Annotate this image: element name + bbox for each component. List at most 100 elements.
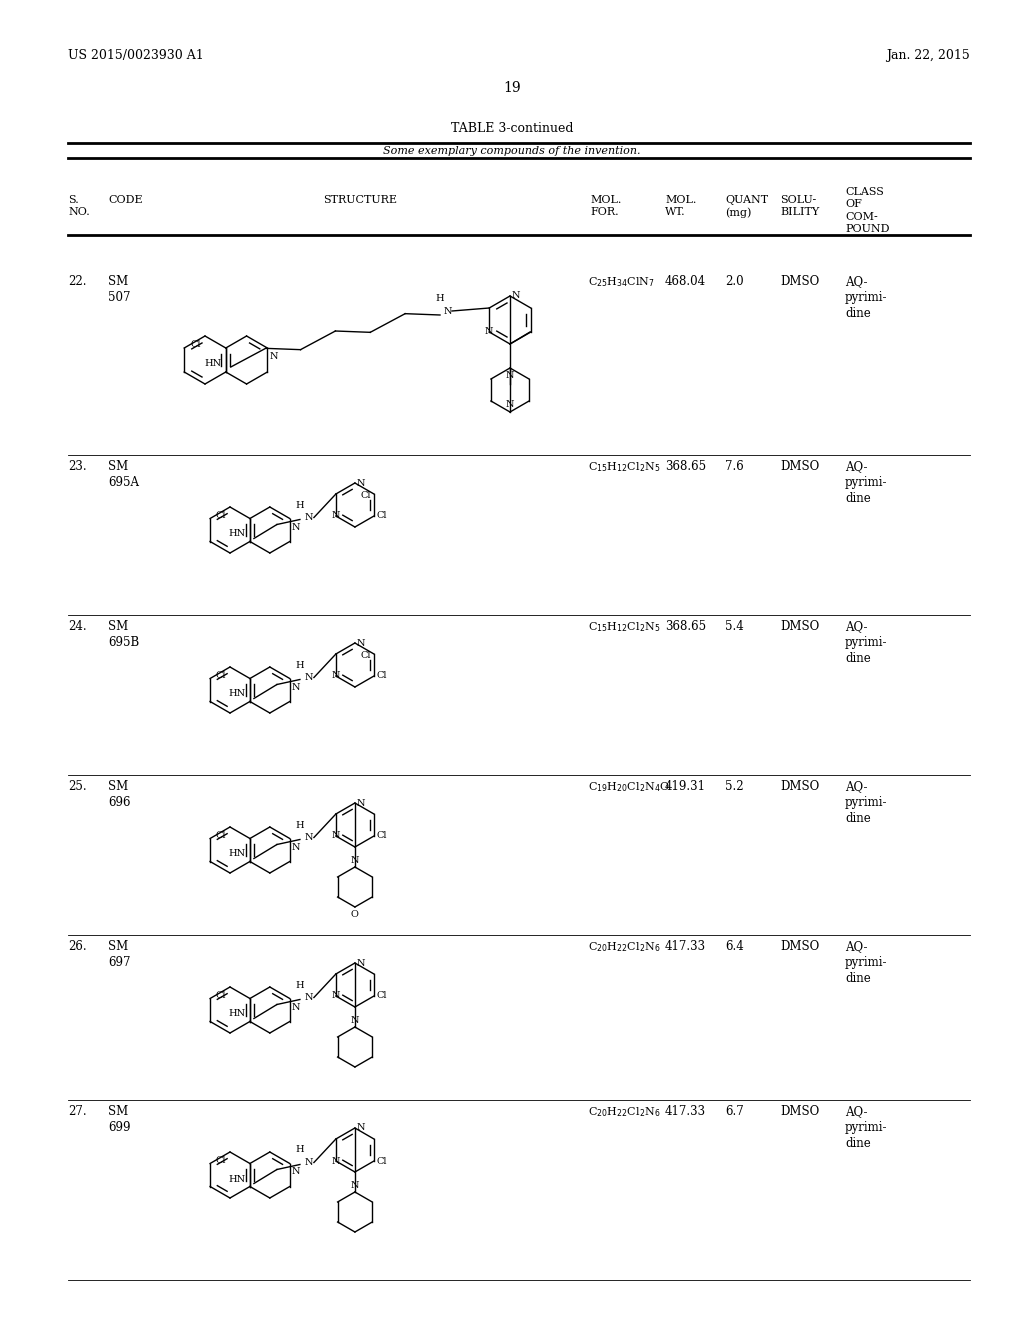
- Text: SM
699: SM 699: [108, 1105, 130, 1134]
- Text: SM
507: SM 507: [108, 275, 130, 304]
- Text: N: N: [269, 352, 278, 360]
- Text: H: H: [296, 981, 304, 990]
- Text: DMSO: DMSO: [780, 780, 819, 793]
- Text: 6.4: 6.4: [725, 940, 743, 953]
- Text: SM
696: SM 696: [108, 780, 130, 809]
- Text: N: N: [332, 991, 340, 1001]
- Text: N: N: [292, 1002, 300, 1011]
- Text: Cl: Cl: [215, 511, 226, 520]
- Text: N: N: [357, 1123, 366, 1133]
- Text: DMSO: DMSO: [780, 275, 819, 288]
- Text: C$_{20}$H$_{22}$Cl$_2$N$_6$: C$_{20}$H$_{22}$Cl$_2$N$_6$: [588, 940, 660, 954]
- Text: N: N: [305, 833, 313, 842]
- Text: Cl: Cl: [215, 671, 226, 680]
- Text: Cl: Cl: [377, 1156, 387, 1166]
- Text: N: N: [444, 306, 453, 315]
- Text: Cl: Cl: [190, 341, 201, 348]
- Text: 25.: 25.: [68, 780, 87, 793]
- Text: O: O: [351, 909, 358, 919]
- Text: N: N: [350, 855, 359, 865]
- Text: N: N: [332, 1156, 340, 1166]
- Text: MOL.
FOR.: MOL. FOR.: [590, 195, 622, 218]
- Text: Cl: Cl: [377, 511, 387, 520]
- Text: SM
695A: SM 695A: [108, 459, 139, 488]
- Text: SM
697: SM 697: [108, 940, 130, 969]
- Text: 5.2: 5.2: [725, 780, 743, 793]
- Text: N: N: [485, 327, 494, 337]
- Text: Cl: Cl: [377, 832, 387, 841]
- Text: DMSO: DMSO: [780, 940, 819, 953]
- Text: N: N: [305, 673, 313, 682]
- Text: STRUCTURE: STRUCTURE: [323, 195, 397, 205]
- Text: TABLE 3-continued: TABLE 3-continued: [451, 121, 573, 135]
- Text: N: N: [292, 1167, 300, 1176]
- Text: N: N: [350, 1181, 359, 1191]
- Text: N: N: [357, 639, 366, 648]
- Text: CLASS
OF
COM-
POUND: CLASS OF COM- POUND: [845, 187, 890, 234]
- Text: HN: HN: [228, 689, 246, 698]
- Text: N: N: [357, 479, 366, 487]
- Text: 417.33: 417.33: [665, 940, 707, 953]
- Text: Cl: Cl: [377, 672, 387, 681]
- Text: N: N: [512, 292, 520, 301]
- Text: DMSO: DMSO: [780, 1105, 819, 1118]
- Text: 27.: 27.: [68, 1105, 87, 1118]
- Text: N: N: [292, 682, 300, 692]
- Text: N: N: [305, 513, 313, 521]
- Text: AQ-
pyrimi-
dine: AQ- pyrimi- dine: [845, 940, 888, 985]
- Text: N: N: [506, 400, 514, 409]
- Text: 23.: 23.: [68, 459, 87, 473]
- Text: US 2015/0023930 A1: US 2015/0023930 A1: [68, 49, 204, 62]
- Text: C$_{25}$H$_{34}$ClN$_7$: C$_{25}$H$_{34}$ClN$_7$: [588, 275, 655, 289]
- Text: 24.: 24.: [68, 620, 87, 634]
- Text: N: N: [292, 523, 300, 532]
- Text: SOLU-
BILITY: SOLU- BILITY: [780, 195, 819, 218]
- Text: Cl: Cl: [215, 1156, 226, 1166]
- Text: S.
NO.: S. NO.: [68, 195, 90, 218]
- Text: Cl: Cl: [360, 491, 371, 500]
- Text: HN: HN: [228, 1175, 246, 1184]
- Text: Cl: Cl: [215, 832, 226, 840]
- Text: N: N: [292, 842, 300, 851]
- Text: HN: HN: [228, 1010, 246, 1019]
- Text: Cl: Cl: [377, 991, 387, 1001]
- Text: N: N: [305, 1158, 313, 1167]
- Text: 368.65: 368.65: [665, 459, 707, 473]
- Text: C$_{15}$H$_{12}$Cl$_2$N$_5$: C$_{15}$H$_{12}$Cl$_2$N$_5$: [588, 459, 660, 474]
- Text: H: H: [296, 821, 304, 829]
- Text: 22.: 22.: [68, 275, 86, 288]
- Text: Some exemplary compounds of the invention.: Some exemplary compounds of the inventio…: [383, 147, 641, 156]
- Text: 368.65: 368.65: [665, 620, 707, 634]
- Text: AQ-
pyrimi-
dine: AQ- pyrimi- dine: [845, 459, 888, 506]
- Text: HN: HN: [228, 850, 246, 858]
- Text: 5.4: 5.4: [725, 620, 743, 634]
- Text: C$_{20}$H$_{22}$Cl$_2$N$_6$: C$_{20}$H$_{22}$Cl$_2$N$_6$: [588, 1105, 660, 1119]
- Text: AQ-
pyrimi-
dine: AQ- pyrimi- dine: [845, 275, 888, 319]
- Text: HN: HN: [205, 359, 222, 368]
- Text: N: N: [357, 799, 366, 808]
- Text: 419.31: 419.31: [665, 780, 706, 793]
- Text: H: H: [296, 660, 304, 669]
- Text: 2.0: 2.0: [725, 275, 743, 288]
- Text: DMSO: DMSO: [780, 620, 819, 634]
- Text: QUANT
(mg): QUANT (mg): [725, 195, 768, 218]
- Text: N: N: [357, 958, 366, 968]
- Text: N: N: [332, 832, 340, 841]
- Text: C$_{15}$H$_{12}$Cl$_2$N$_5$: C$_{15}$H$_{12}$Cl$_2$N$_5$: [588, 620, 660, 634]
- Text: 6.7: 6.7: [725, 1105, 743, 1118]
- Text: MOL.
WT.: MOL. WT.: [665, 195, 696, 218]
- Text: 26.: 26.: [68, 940, 87, 953]
- Text: N: N: [350, 1016, 359, 1026]
- Text: N: N: [506, 371, 514, 380]
- Text: C$_{19}$H$_{20}$Cl$_2$N$_4$O: C$_{19}$H$_{20}$Cl$_2$N$_4$O: [588, 780, 670, 793]
- Text: DMSO: DMSO: [780, 459, 819, 473]
- Text: N: N: [332, 511, 340, 520]
- Text: H: H: [435, 294, 444, 304]
- Text: Jan. 22, 2015: Jan. 22, 2015: [886, 49, 970, 62]
- Text: AQ-
pyrimi-
dine: AQ- pyrimi- dine: [845, 780, 888, 825]
- Text: HN: HN: [228, 529, 246, 539]
- Text: Cl: Cl: [360, 651, 371, 660]
- Text: 417.33: 417.33: [665, 1105, 707, 1118]
- Text: H: H: [296, 500, 304, 510]
- Text: CODE: CODE: [108, 195, 142, 205]
